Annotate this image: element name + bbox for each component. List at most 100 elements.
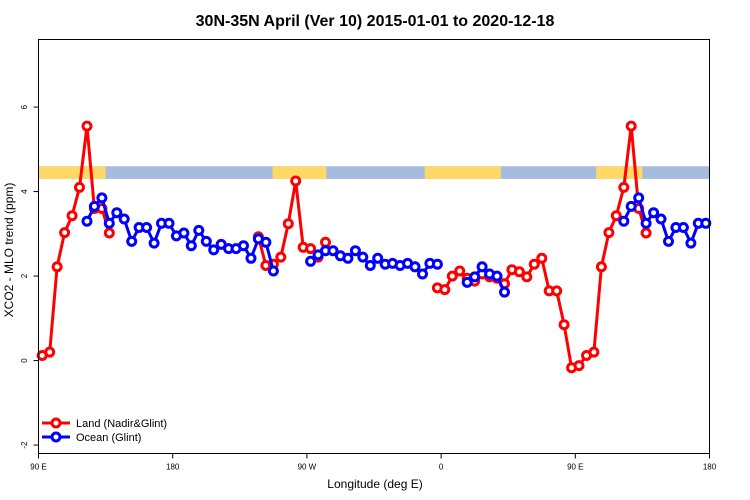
land-point bbox=[558, 319, 570, 331]
x-tick-label: 180 bbox=[703, 463, 717, 472]
ocean-point bbox=[655, 213, 667, 225]
land-point bbox=[282, 218, 294, 230]
ocean-point bbox=[200, 235, 212, 247]
ocean-point bbox=[409, 261, 421, 273]
land-point bbox=[454, 265, 466, 277]
ocean-point bbox=[625, 200, 637, 212]
ocean-point bbox=[163, 217, 175, 229]
ocean-point bbox=[118, 213, 130, 225]
land-point bbox=[625, 120, 637, 132]
x-tick-label: 0 bbox=[439, 463, 444, 472]
y-axis-label: XCO2 - MLO trend (ppm) bbox=[2, 183, 16, 318]
y-tick-label: 6 bbox=[20, 104, 29, 109]
ocean-point bbox=[700, 217, 712, 229]
ocean-point bbox=[193, 224, 205, 236]
x-tick-label: 90 W bbox=[298, 463, 317, 472]
ocean-point bbox=[81, 215, 93, 227]
land-point bbox=[44, 346, 56, 358]
ocean-point bbox=[633, 192, 645, 204]
x-axis: 90 E 180 90 W 0 90 E 180 bbox=[30, 453, 717, 472]
land-series-line bbox=[41, 124, 111, 357]
ocean-point bbox=[461, 276, 473, 288]
land-point bbox=[528, 258, 540, 270]
ocean-point bbox=[178, 227, 190, 239]
y-tick-label: 2 bbox=[20, 273, 29, 278]
land-point bbox=[305, 243, 317, 255]
ocean-point bbox=[417, 268, 428, 280]
ocean-point bbox=[88, 200, 100, 212]
land-point bbox=[51, 261, 63, 273]
land-point bbox=[640, 227, 652, 239]
ocean-point bbox=[491, 270, 503, 282]
ocean-point bbox=[685, 237, 697, 249]
chart-title: 30N-35N April (Ver 10) 2015-01-01 to 202… bbox=[196, 13, 555, 30]
ocean-point bbox=[185, 240, 197, 252]
land-band bbox=[38, 166, 106, 179]
land-point bbox=[573, 360, 585, 372]
ocean-point bbox=[103, 217, 115, 229]
y-axis: -2 0 2 4 6 bbox=[20, 104, 39, 449]
ocean-point bbox=[618, 215, 630, 227]
land-point bbox=[320, 236, 331, 248]
land-point bbox=[103, 227, 115, 239]
ocean-point bbox=[499, 286, 510, 298]
plot-frame bbox=[38, 39, 710, 454]
ocean-point bbox=[648, 207, 660, 219]
land-point bbox=[521, 271, 533, 283]
land-band bbox=[424, 166, 501, 179]
ocean-point bbox=[141, 222, 153, 233]
land-point bbox=[275, 251, 287, 263]
land-point bbox=[290, 175, 302, 187]
legend: Land (Nadir&Glint) Ocean (Glint) bbox=[42, 417, 167, 444]
land-point bbox=[603, 227, 615, 239]
ocean-point bbox=[349, 245, 361, 257]
land-point bbox=[66, 210, 78, 222]
land-point bbox=[618, 181, 630, 193]
ocean-point bbox=[476, 261, 488, 273]
ocean-point bbox=[260, 236, 272, 248]
x-tick-label: 90 E bbox=[30, 463, 46, 472]
x-axis-label: Longitude (deg E) bbox=[327, 477, 422, 491]
land-point bbox=[610, 210, 622, 222]
ocean-point bbox=[364, 260, 376, 271]
series-layer bbox=[36, 120, 712, 374]
ocean-point bbox=[663, 235, 674, 247]
y-tick-label: 4 bbox=[20, 189, 29, 194]
land-point bbox=[439, 284, 451, 296]
x-tick-label: 180 bbox=[166, 463, 180, 472]
ocean-point bbox=[342, 252, 354, 264]
ocean-band bbox=[38, 166, 710, 179]
y-tick-label: -2 bbox=[20, 441, 29, 449]
land-point bbox=[588, 346, 600, 358]
ocean-point bbox=[327, 245, 339, 257]
land-series-line bbox=[437, 124, 648, 370]
legend-ocean-marker bbox=[50, 431, 62, 443]
land-point bbox=[81, 120, 93, 132]
ocean-point bbox=[357, 251, 369, 263]
land-band bbox=[272, 166, 327, 179]
land-ocean-mask-band bbox=[38, 166, 710, 179]
ocean-point bbox=[267, 265, 279, 277]
legend-land-marker bbox=[50, 417, 62, 429]
legend-land-label: Land (Nadir&Glint) bbox=[76, 418, 167, 430]
land-band bbox=[596, 166, 643, 179]
ocean-point bbox=[640, 217, 652, 229]
ocean-point bbox=[208, 244, 220, 256]
land-point bbox=[74, 181, 85, 193]
ocean-point bbox=[469, 271, 481, 283]
ocean-point bbox=[126, 235, 138, 247]
land-point bbox=[551, 285, 563, 297]
ocean-point bbox=[431, 258, 443, 270]
x-tick-label: 90 E bbox=[567, 463, 583, 472]
ocean-point bbox=[111, 207, 123, 219]
ocean-point bbox=[96, 192, 108, 204]
ocean-point bbox=[372, 252, 384, 264]
ocean-point bbox=[238, 240, 249, 252]
y-tick-label: 0 bbox=[20, 358, 29, 363]
ocean-point bbox=[245, 252, 257, 264]
legend-ocean-label: Ocean (Glint) bbox=[76, 432, 141, 444]
ocean-point bbox=[677, 222, 689, 233]
land-point bbox=[59, 227, 71, 239]
